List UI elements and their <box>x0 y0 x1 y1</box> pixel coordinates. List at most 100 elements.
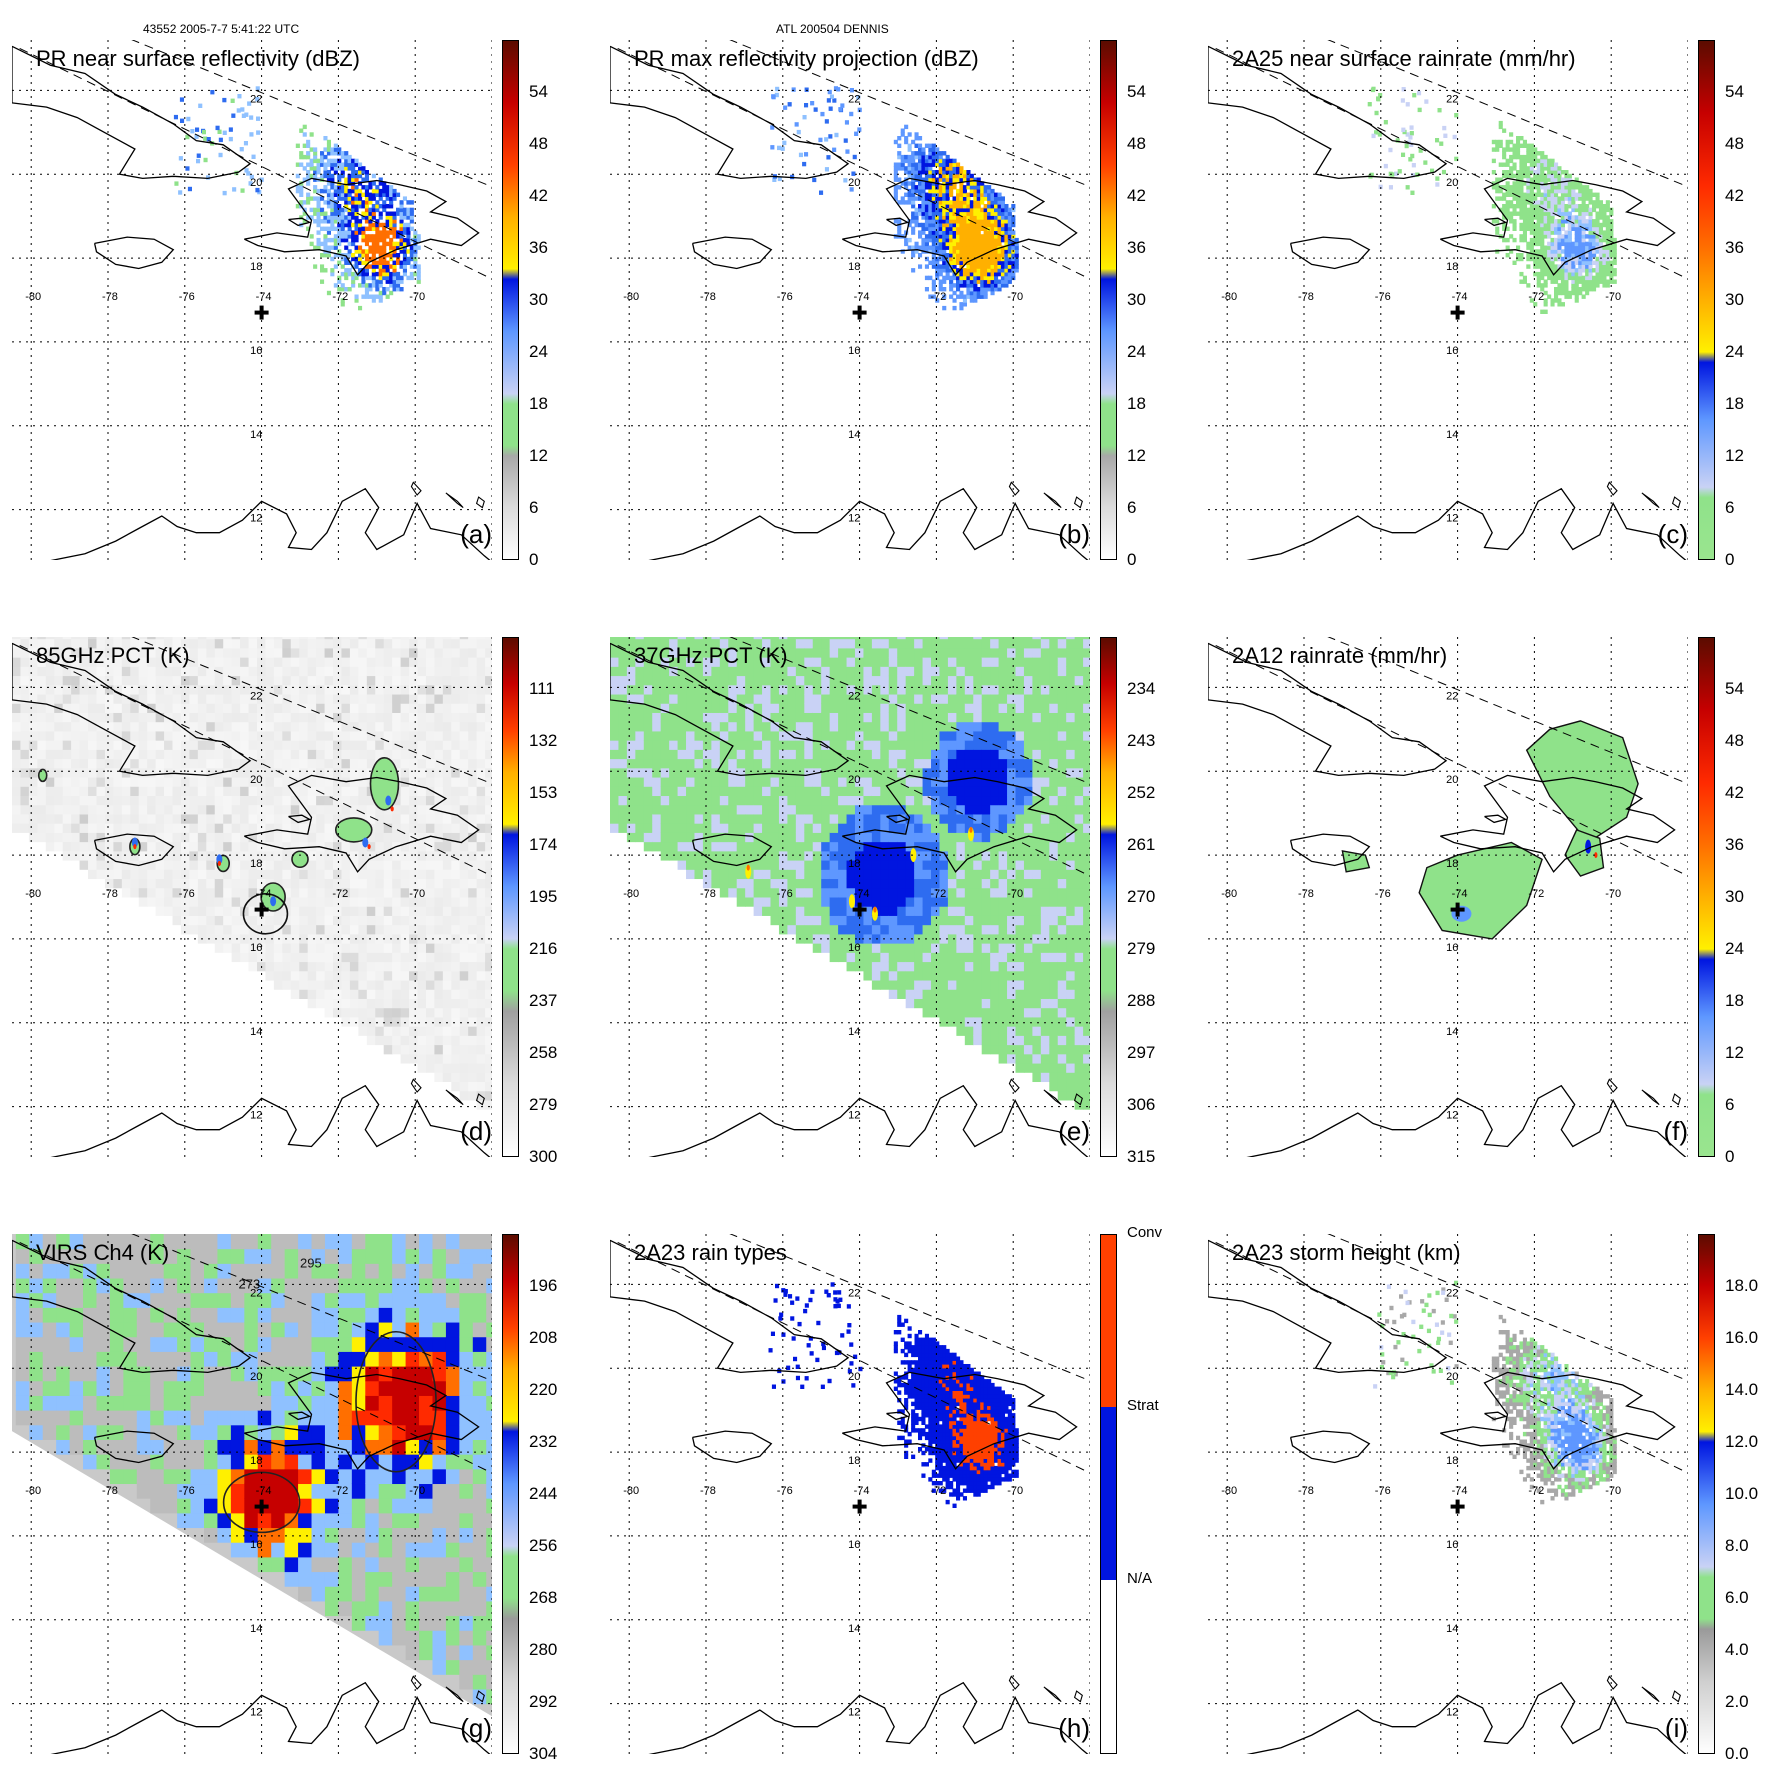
storm-center-marker <box>852 902 867 917</box>
panel-b: -80 -78 -76 -74 -72 -70 22 20 18 16 14 12 PR max ref… <box>610 40 1160 569</box>
map-gridlines <box>1208 40 1688 560</box>
colorbar-tick: 42 <box>1725 783 1744 802</box>
colorbar-tick: 54 <box>1725 679 1744 698</box>
lat-label: 16 <box>848 942 860 954</box>
data-field-types <box>768 1282 1019 1508</box>
colorbar-tick: 24 <box>1725 939 1744 958</box>
lat-label: 20 <box>250 177 262 189</box>
map-i: -80 -78 -76 -74 -72 -70 22 20 18 16 14 12 <box>1208 1234 1688 1754</box>
lat-label: 16 <box>1446 1539 1458 1551</box>
colorbar-d: 111 132 153 174 195 216 237 258 279 300 <box>502 637 557 1166</box>
lon-label: -76 <box>1375 888 1391 900</box>
panel-title: PR near surface reflectivity (dBZ) <box>36 46 360 71</box>
panel-label: (h) <box>1058 1713 1090 1743</box>
map-h: -80 -78 -76 -74 -72 -70 22 20 18 16 14 12 <box>610 1234 1090 1754</box>
colorbar-tick: 268 <box>529 1588 558 1607</box>
colorbar-tick: 16.0 <box>1725 1328 1759 1347</box>
lat-label: 16 <box>250 345 262 357</box>
lon-label: -72 <box>1528 888 1544 900</box>
panel-title: VIRS Ch4 (K) <box>36 1240 170 1265</box>
panel-title: 85GHz PCT (K) <box>36 643 190 668</box>
colorbar-tick: 232 <box>529 1432 558 1451</box>
lon-label: -76 <box>179 1485 195 1497</box>
colorbar-g: 196 208 220 232 244 256 268 280 292 304 <box>502 1234 557 1763</box>
lon-label: -70 <box>1605 888 1621 900</box>
panel-a: -80 -78 -76 -74 -72 -70 22 20 18 16 14 12 PR near su… <box>12 40 562 569</box>
lon-label: -70 <box>409 291 425 303</box>
lat-label: 12 <box>1446 1707 1458 1719</box>
data-field-pr <box>173 86 421 311</box>
colorbar-tick: 237 <box>529 991 558 1010</box>
orbit-time-header: 43552 2005-7-7 5:41:22 UTC <box>143 22 300 36</box>
colorbar-tick: 18 <box>529 394 548 413</box>
map-gridlines <box>610 40 1090 560</box>
map-axis-labels: -80 -78 -76 -74 -72 -70 22 20 18 16 14 12 <box>25 93 425 524</box>
colorbar-tick: 0 <box>1725 550 1735 569</box>
lon-label: -72 <box>930 888 946 900</box>
colorbar-tick: 174 <box>529 835 558 854</box>
panel-e: -80 -78 -76 -74 -72 -70 22 20 18 16 14 12 37GHz PCT … <box>610 637 1160 1166</box>
lon-label: -70 <box>1007 1485 1023 1497</box>
colorbar-b: 54 48 42 36 30 24 18 12 6 0 <box>1100 40 1146 569</box>
lon-label: -78 <box>102 1485 118 1497</box>
colorbar-tick: 6 <box>529 498 539 517</box>
lat-label: 22 <box>250 1287 262 1299</box>
lon-label: -78 <box>102 888 118 900</box>
colorbar-tick: 306 <box>1127 1095 1156 1114</box>
lat-label: 14 <box>848 1623 860 1635</box>
lat-label: 20 <box>1446 1371 1458 1383</box>
colorbar-gradient <box>1100 637 1117 1157</box>
colorbar-c: 54 48 42 36 30 24 18 12 6 0 <box>1698 40 1744 569</box>
map-gridlines <box>12 1234 492 1754</box>
colorbar-tick: 42 <box>1127 186 1146 205</box>
colorbar-gradient <box>1698 637 1715 1157</box>
colorbar-tick: 48 <box>1725 731 1744 750</box>
lat-label: 12 <box>250 513 262 525</box>
map-f: -80 -78 -76 -74 -72 -70 22 20 18 16 14 12 <box>1208 637 1688 1157</box>
lat-label: 14 <box>848 1026 860 1038</box>
coastlines <box>1208 1239 1687 1754</box>
colorbar-tick: 36 <box>529 238 548 257</box>
panel-label: (a) <box>460 519 492 549</box>
pr-swath-edges <box>617 1234 1090 1474</box>
panel-label: (g) <box>460 1713 492 1743</box>
panel-title: 2A25 near surface rainrate (mm/hr) <box>1232 46 1576 71</box>
colorbar-tick: 12.0 <box>1725 1432 1759 1451</box>
colorbar-tick: 195 <box>529 887 558 906</box>
lat-label: 20 <box>250 774 262 786</box>
colorbar-tick: 6 <box>1127 498 1137 517</box>
lat-label: 18 <box>250 858 262 870</box>
lon-label: -74 <box>854 888 870 900</box>
panel-title: 2A23 storm height (km) <box>1232 1240 1461 1265</box>
panel-label: (c) <box>1657 519 1688 549</box>
coastlines <box>1208 45 1687 560</box>
colorbar-gradient <box>1698 40 1715 560</box>
colorbar-tick: 12 <box>1725 446 1744 465</box>
lon-label: -74 <box>1452 1485 1468 1497</box>
colorbar-tick: 18 <box>1725 394 1744 413</box>
colorbar-tick: 208 <box>529 1328 558 1347</box>
pr-swath-edges <box>617 637 1090 877</box>
colorbar-tick: 300 <box>529 1147 558 1166</box>
colorbar-tick: 18 <box>1725 991 1744 1010</box>
lon-label: -72 <box>1528 1485 1544 1497</box>
map-c: -80 -78 -76 -74 -72 -70 22 20 18 16 14 12 <box>1208 40 1688 560</box>
colorbar-tick: 153 <box>529 783 558 802</box>
lon-label: -78 <box>1298 888 1314 900</box>
map-gridlines <box>1208 637 1688 1157</box>
lon-label: -78 <box>700 1485 716 1497</box>
lat-label: 18 <box>1446 858 1458 870</box>
colorbar-tick: 24 <box>529 342 548 361</box>
colorbar-tick: 216 <box>529 939 558 958</box>
storm-center-marker <box>254 1499 269 1514</box>
lat-label: 12 <box>1446 1110 1458 1122</box>
panel-i: -80 -78 -76 -74 -72 -70 22 20 18 16 14 12 2A23 storm… <box>1208 1234 1759 1763</box>
map-gridlines <box>12 637 492 1157</box>
colorbar-h: Conv Strat N/A <box>1100 1224 1162 1759</box>
lon-label: -70 <box>1605 291 1621 303</box>
lat-label: 22 <box>848 1287 860 1299</box>
lat-label: 16 <box>848 1539 860 1551</box>
lon-label: -72 <box>332 888 348 900</box>
colorbar-tick: 6.0 <box>1725 1588 1749 1607</box>
storm-center-marker <box>1450 902 1465 917</box>
